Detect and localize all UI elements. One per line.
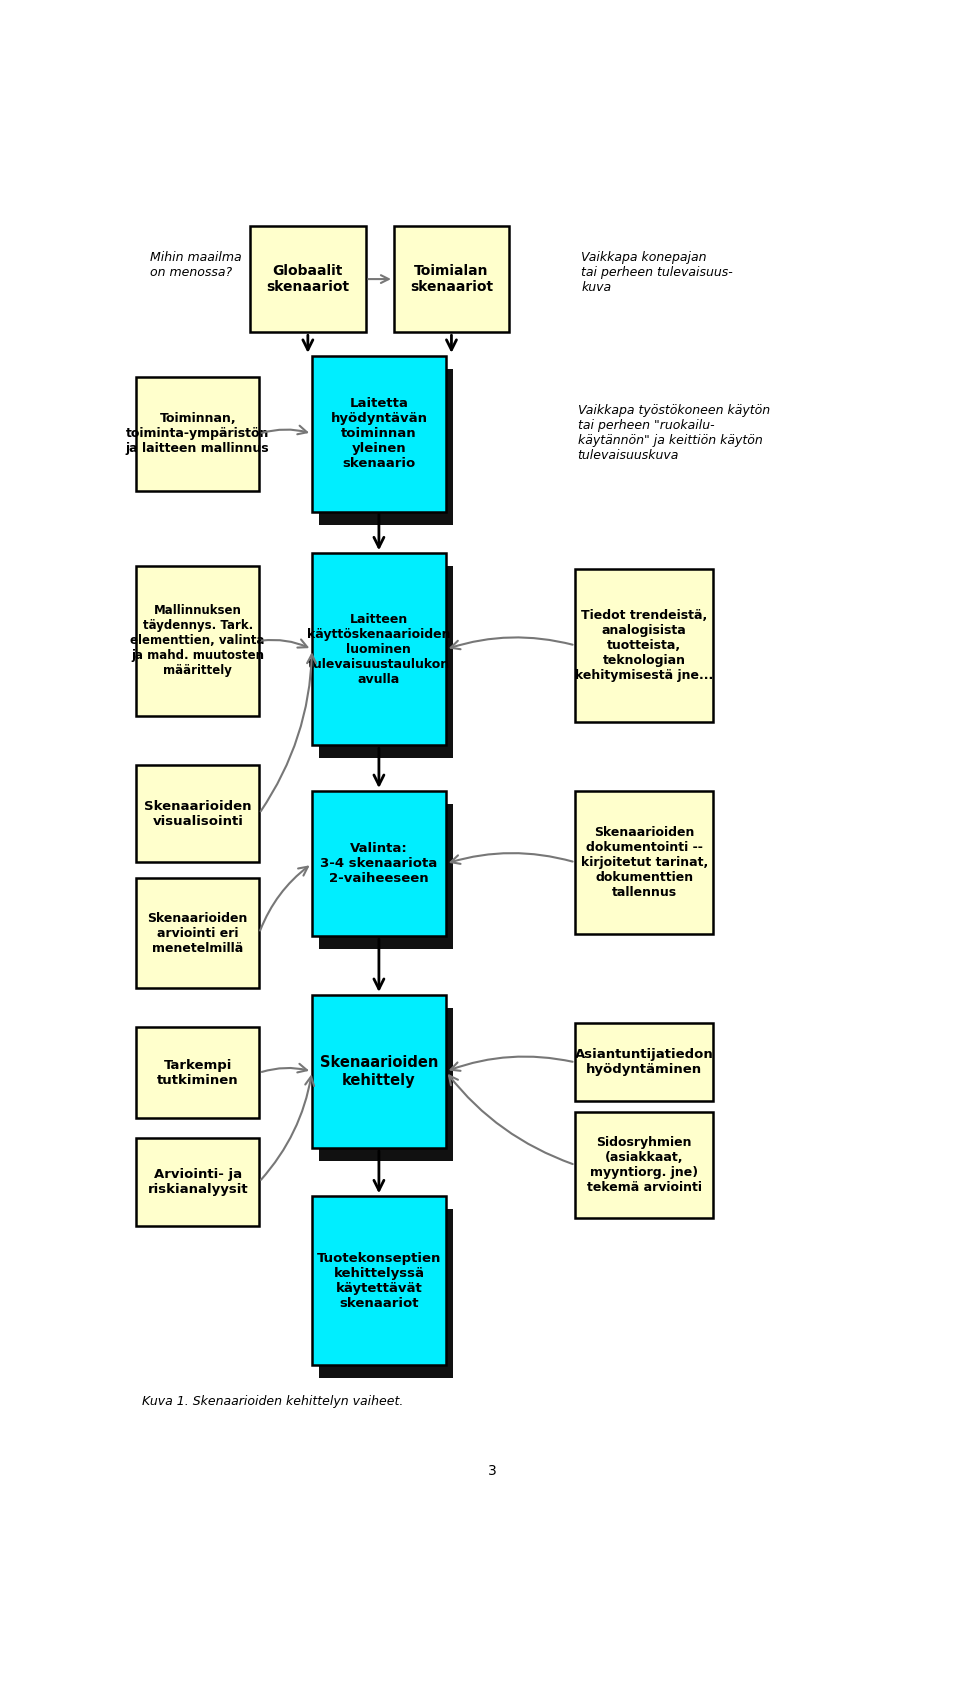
FancyBboxPatch shape: [251, 226, 366, 332]
FancyBboxPatch shape: [320, 567, 453, 759]
Text: Skenaarioiden
kehittely: Skenaarioiden kehittely: [320, 1056, 438, 1088]
Text: Arviointi- ja
riskianalyysit: Arviointi- ja riskianalyysit: [148, 1167, 248, 1196]
FancyBboxPatch shape: [136, 1027, 259, 1118]
Text: Toimialan
skenaariot: Toimialan skenaariot: [410, 263, 493, 294]
FancyBboxPatch shape: [136, 567, 259, 715]
Text: Toiminnan,
toiminta-ympäristön
ja laitteen mallinnus: Toiminnan, toiminta-ympäristön ja laitte…: [126, 412, 270, 455]
Text: Tarkempi
tutkiminen: Tarkempi tutkiminen: [156, 1059, 239, 1086]
FancyBboxPatch shape: [320, 369, 453, 525]
Text: Laitetta
hyödyntävän
toiminnan
yleinen
skenaario: Laitetta hyödyntävän toiminnan yleinen s…: [330, 396, 427, 471]
FancyBboxPatch shape: [575, 1112, 713, 1218]
FancyBboxPatch shape: [136, 1137, 259, 1226]
FancyBboxPatch shape: [320, 1007, 453, 1161]
FancyBboxPatch shape: [575, 1024, 713, 1102]
FancyBboxPatch shape: [575, 569, 713, 722]
FancyBboxPatch shape: [312, 995, 445, 1149]
Text: Kuva 1. Skenaarioiden kehittelyn vaiheet.: Kuva 1. Skenaarioiden kehittelyn vaiheet…: [142, 1395, 404, 1409]
Text: Tiedot trendeistä,
analogisista
tuotteista,
teknologian
kehitymisestä jne...: Tiedot trendeistä, analogisista tuotteis…: [575, 609, 713, 682]
FancyBboxPatch shape: [575, 791, 713, 935]
Text: Asiantuntijatiedon
hyödyntäminen: Asiantuntijatiedon hyödyntäminen: [575, 1048, 713, 1076]
Text: Laitteen
käyttöskenaarioiden
luominen
tulevaisuustaulukon
avulla: Laitteen käyttöskenaarioiden luominen tu…: [307, 612, 450, 687]
Text: Skenaarioiden
dokumentointi --
kirjoitetut tarinat,
dokumenttien
tallennus: Skenaarioiden dokumentointi -- kirjoitet…: [581, 827, 708, 899]
Text: Mihin maailma
on menossa?: Mihin maailma on menossa?: [150, 250, 241, 278]
FancyBboxPatch shape: [312, 791, 445, 936]
Text: Mallinnuksen
täydennys. Tark.
elementtien, valinta
ja mahd. muutosten
määrittely: Mallinnuksen täydennys. Tark. elementtie…: [131, 604, 265, 678]
FancyBboxPatch shape: [394, 226, 509, 332]
FancyBboxPatch shape: [136, 764, 259, 862]
Text: Skenaarioiden
arviointi eri
menetelmillä: Skenaarioiden arviointi eri menetelmillä: [148, 911, 248, 955]
Text: Tuotekonseptien
kehittelyssä
käytettävät
skenaariot: Tuotekonseptien kehittelyssä käytettävät…: [317, 1252, 441, 1309]
FancyBboxPatch shape: [136, 877, 259, 989]
FancyBboxPatch shape: [312, 1196, 445, 1365]
Text: Vaikkapa konepajan
tai perheen tulevaisuus-
kuva: Vaikkapa konepajan tai perheen tulevaisu…: [581, 250, 733, 294]
Text: 3: 3: [488, 1464, 496, 1478]
Text: Vaikkapa työstökoneen käytön
tai perheen "ruokailu-
käytännön" ja keittiön käytö: Vaikkapa työstökoneen käytön tai perheen…: [578, 403, 770, 462]
Text: Valinta:
3-4 skenaariota
2-vaiheeseen: Valinta: 3-4 skenaariota 2-vaiheeseen: [321, 842, 438, 886]
FancyBboxPatch shape: [136, 376, 259, 491]
Text: Globaalit
skenaariot: Globaalit skenaariot: [266, 263, 349, 294]
FancyBboxPatch shape: [312, 553, 445, 746]
FancyBboxPatch shape: [312, 356, 445, 511]
Text: Sidosryhmien
(asiakkaat,
myyntiorg. jne)
tekemä arviointi: Sidosryhmien (asiakkaat, myyntiorg. jne)…: [587, 1135, 702, 1194]
Text: Skenaarioiden
visualisointi: Skenaarioiden visualisointi: [144, 800, 252, 828]
FancyBboxPatch shape: [320, 805, 453, 950]
FancyBboxPatch shape: [320, 1210, 453, 1378]
